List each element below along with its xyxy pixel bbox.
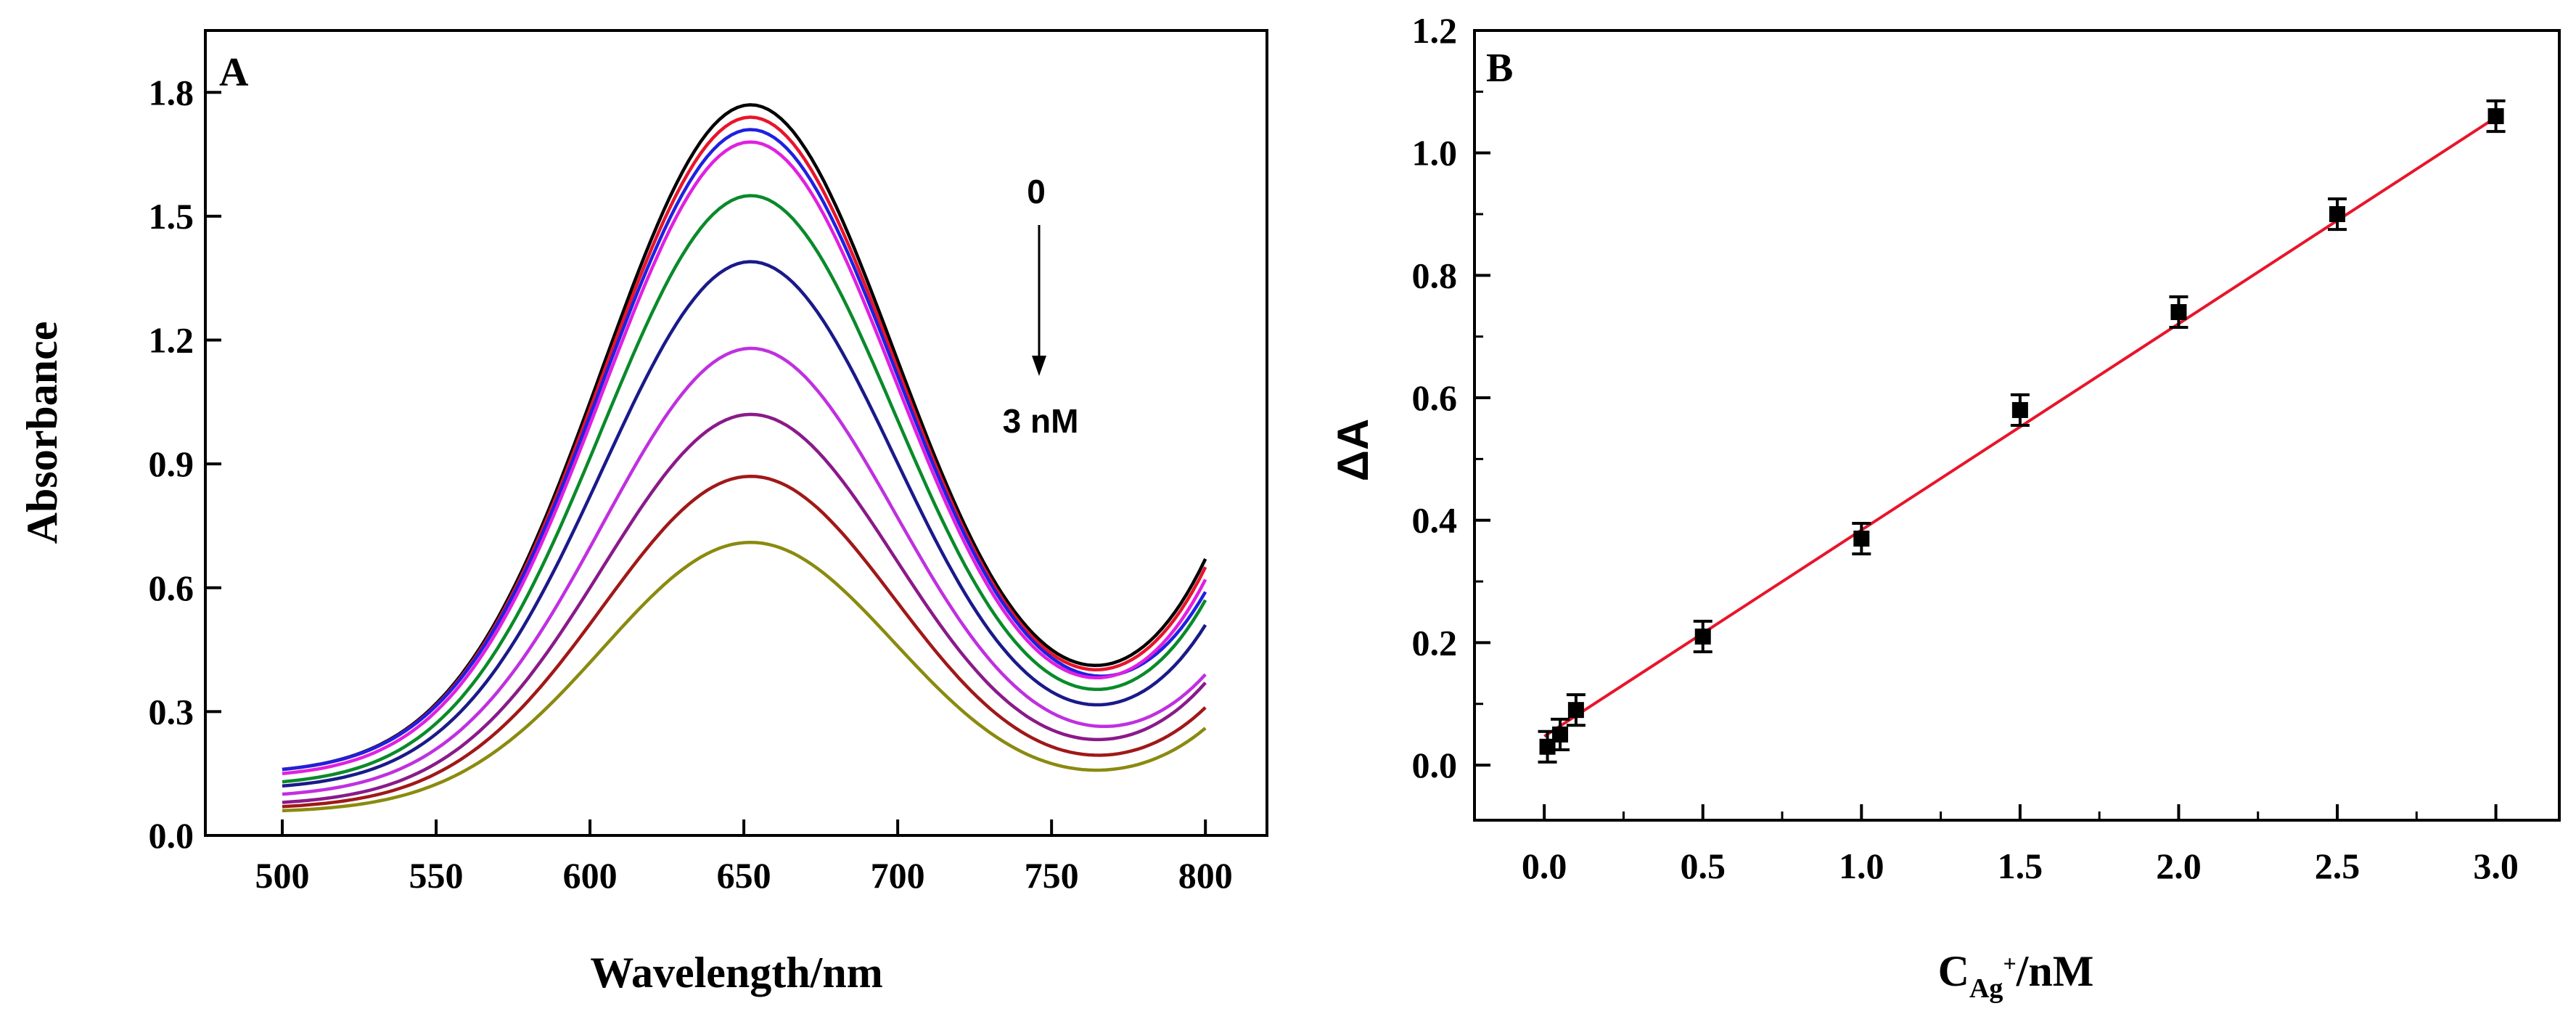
x-tick-label: 1.0 (1839, 846, 1884, 886)
x-tick-label: 550 (409, 855, 464, 896)
y-tick-label: 0.6 (149, 568, 194, 608)
x-tick-label: 2.5 (2315, 846, 2360, 886)
point-marker (2487, 108, 2504, 125)
y-tick-label: 0.9 (149, 443, 194, 484)
y-tick-label: 0.0 (1412, 745, 1458, 785)
absorbance-curve-10 (282, 540, 1207, 813)
absorbance-curve-9 (282, 474, 1207, 809)
point-marker (2011, 401, 2028, 418)
absorbance-curve-6 (282, 260, 1207, 788)
x-tick-label: 750 (1025, 855, 1079, 896)
panel-b: 0.0 0.2 0.4 0.6 0.8 1.0 1.2 0.0 0.5 1.0 1.5 2.0 2.5… (1329, 10, 2561, 1004)
y-tick-label: 0.4 (1412, 500, 1458, 541)
panel-b-x-axis-title: CAg+/nM (1938, 947, 2094, 1004)
y-tick-label: 0.8 (1412, 255, 1458, 295)
y-tick-label: 0.3 (149, 691, 194, 732)
panel-a-x-ticks: 500 550 600 650 700 750 800 (255, 819, 1233, 896)
absorbance-curve-7 (282, 346, 1207, 796)
x-tick-label: 650 (717, 855, 771, 896)
panel-b-fit (1543, 116, 2497, 738)
y-tick-label: 0.2 (1412, 622, 1458, 663)
annotation-end: 3 nM (1003, 402, 1079, 440)
y-tick-label: 1.0 (1412, 133, 1458, 173)
point-marker (1567, 702, 1584, 719)
panel-a-y-ticks: 0.0 0.3 0.6 0.9 1.2 1.5 1.8 (149, 72, 221, 856)
point-marker (2329, 206, 2346, 223)
y-tick-label: 1.8 (149, 72, 194, 113)
x-tick-label: 2.0 (2156, 846, 2202, 886)
x-tick-label: 0.5 (1680, 846, 1726, 886)
panel-a-y-axis-title: Absorbance (18, 322, 66, 544)
x-tick-label: 800 (1178, 855, 1233, 896)
y-tick-label: 1.2 (149, 320, 194, 361)
panel-b-y-axis-title: ΔA (1329, 419, 1377, 481)
panel-b-label: B (1486, 46, 1513, 91)
data-point-6 (2010, 393, 2030, 427)
annotation-start: 0 (1027, 173, 1046, 210)
point-marker (2170, 303, 2187, 320)
panel-a: 0.0 0.3 0.6 0.9 1.2 1.5 1.8 500 550 600 650 700 750… (18, 29, 1268, 997)
trend-arrow-head (1032, 356, 1046, 376)
x-title-main: C (1938, 947, 1969, 995)
panel-a-label: A (219, 50, 249, 95)
x-title-sub: Ag (1969, 973, 2003, 1004)
panel-a-curves (282, 103, 1207, 813)
absorbance-curve-3 (282, 128, 1207, 772)
x-tick-label: 0.0 (1522, 846, 1567, 886)
point-marker (1694, 628, 1711, 645)
y-tick-label: 0.0 (149, 815, 194, 856)
data-point-7 (2169, 295, 2189, 330)
fit-line (1543, 116, 2497, 738)
x-tick-label: 700 (871, 855, 925, 896)
absorbance-curve-8 (282, 412, 1207, 804)
point-marker (1853, 531, 1870, 547)
y-tick-label: 1.5 (149, 196, 194, 237)
data-point-4 (1693, 619, 1712, 654)
x-title-unit: /nM (2016, 947, 2094, 995)
x-tick-label: 1.5 (1998, 846, 2043, 886)
data-point-8 (2328, 197, 2347, 232)
y-tick-label: 0.6 (1412, 377, 1458, 418)
point-marker (1552, 726, 1569, 743)
x-tick-label: 3.0 (2473, 846, 2519, 886)
absorbance-curve-4 (282, 140, 1207, 775)
x-tick-label: 600 (563, 855, 618, 896)
panel-b-points (1538, 99, 2506, 764)
y-tick-label: 1.2 (1412, 10, 1458, 51)
panel-b-x-ticks: 0.0 0.5 1.0 1.5 2.0 2.5 3.0 (1522, 804, 2519, 886)
x-tick-label: 500 (255, 855, 310, 896)
data-point-9 (2486, 99, 2506, 134)
data-point-3 (1566, 693, 1586, 727)
panel-a-plot-frame (204, 29, 1268, 837)
panel-b-plot-frame (1473, 29, 2561, 822)
x-title-sup: + (2003, 950, 2016, 976)
data-point-5 (1852, 521, 1871, 556)
panel-a-x-axis-title: Wavelength/nm (590, 949, 882, 997)
panel-b-y-ticks: 0.0 0.2 0.4 0.6 0.8 1.0 1.2 (1412, 10, 1490, 785)
data-point-2 (1551, 717, 1570, 752)
absorbance-curve-5 (282, 194, 1207, 784)
